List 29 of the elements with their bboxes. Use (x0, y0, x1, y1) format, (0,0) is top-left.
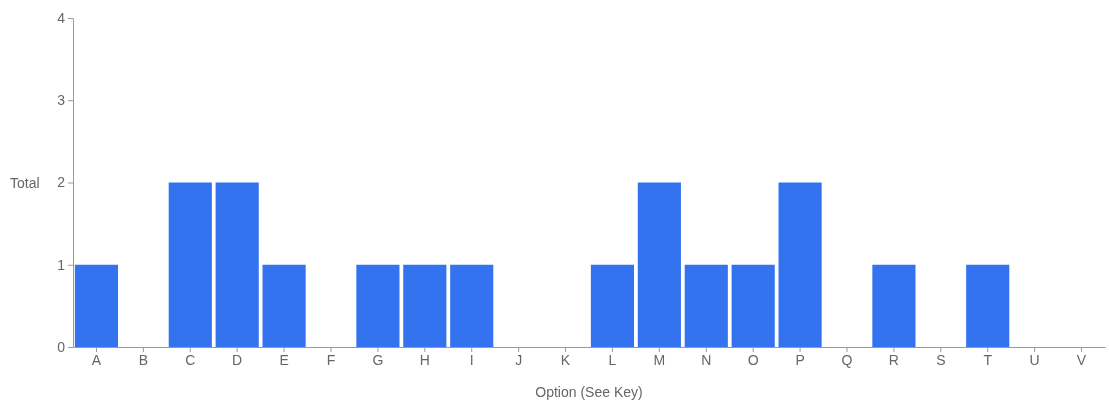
y-tick-label: 2 (57, 174, 66, 191)
x-tick-label: V (1076, 351, 1087, 368)
y-axis-title: Total (10, 174, 40, 191)
x-tick-label: O (747, 351, 759, 368)
x-tick-label: A (91, 351, 102, 368)
x-tick-label: I (469, 351, 474, 368)
x-tick-label: G (372, 351, 384, 368)
x-axis-title: Option (See Key) (535, 384, 643, 400)
x-tick-label: F (326, 351, 336, 368)
y-tick-label: 4 (57, 9, 66, 26)
x-tick-label: H (419, 351, 430, 368)
x-tick-label: L (608, 351, 617, 368)
x-tick-label: S (936, 351, 946, 368)
x-tick-label: B (138, 351, 149, 368)
y-tick-label: 1 (57, 256, 66, 273)
x-tick-label: Q (841, 351, 853, 368)
y-tick-label: 3 (57, 92, 66, 109)
x-tick-label: C (185, 351, 196, 368)
x-tick-label: R (888, 351, 899, 368)
y-tick-label: 0 (57, 338, 66, 355)
x-tick-label: N (701, 351, 712, 368)
x-tick-label: U (1029, 351, 1040, 368)
x-tick-label: J (515, 351, 523, 368)
x-tick-label: P (795, 351, 805, 368)
x-tick-label: M (653, 351, 666, 368)
x-tick-label: E (279, 351, 289, 368)
x-tick-label: T (983, 351, 993, 368)
x-tick-label: K (560, 351, 571, 368)
x-tick-label: D (232, 351, 243, 368)
